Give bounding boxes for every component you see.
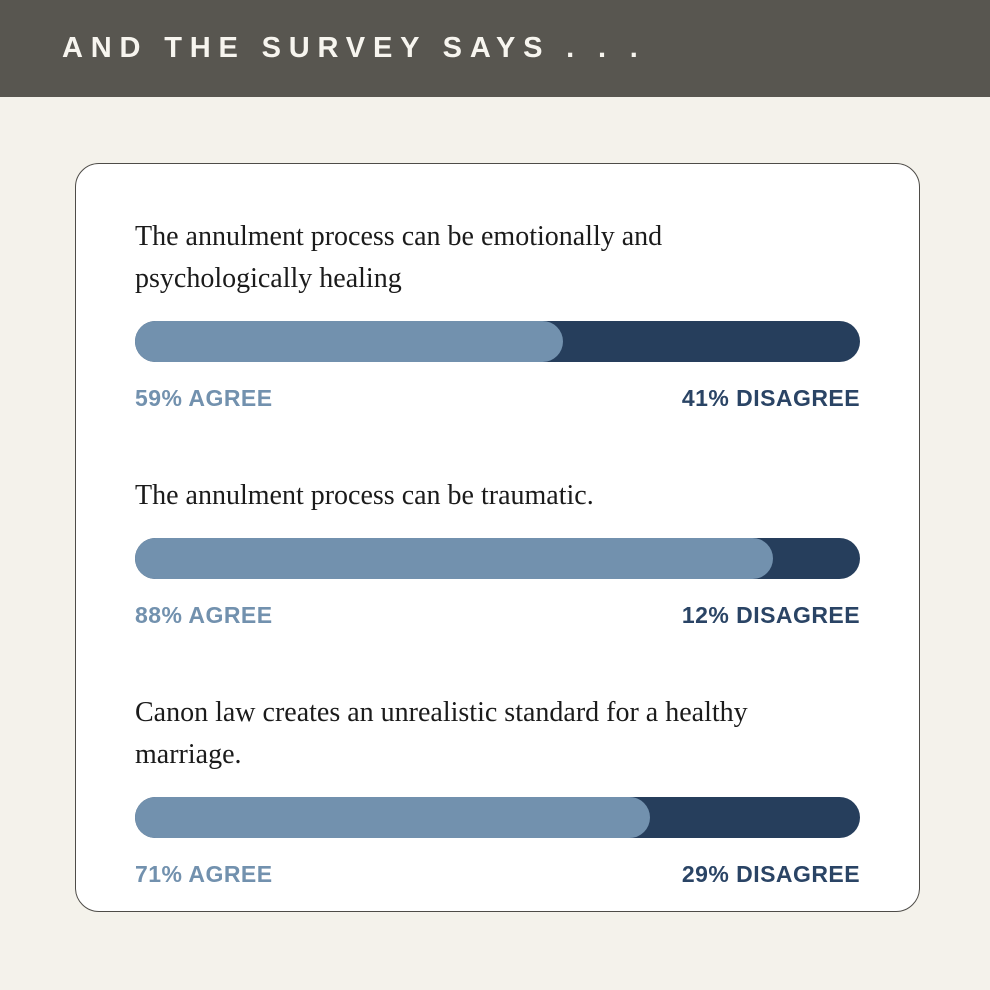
agree-label: 88% AGREE (135, 602, 273, 628)
bar-labels-row: 59% AGREE 41% DISAGREE (135, 385, 860, 412)
agree-bar-segment (135, 321, 563, 362)
survey-item-healing: The annulment process can be emotionally… (135, 216, 860, 412)
question-text: Canon law creates an unrealistic standar… (135, 697, 748, 770)
survey-item-canon-law: Canon law creates an unrealistic standar… (135, 692, 860, 888)
survey-results-card: The annulment process can be emotionally… (75, 163, 920, 912)
agree-bar-segment (135, 797, 650, 838)
disagree-label: 12% DISAGREE (681, 602, 860, 628)
disagree-label: 29% DISAGREE (681, 861, 860, 887)
header-banner: AND THE SURVEY SAYS . . . (0, 0, 990, 97)
agree-bar-segment (135, 538, 773, 579)
disagree-bar-track (135, 797, 860, 838)
question-text: The annulment process can be emotionally… (135, 221, 663, 294)
agree-label: 59% AGREE (135, 385, 273, 411)
survey-item-traumatic: The annulment process can be traumatic. … (135, 475, 860, 629)
agree-label: 71% AGREE (135, 861, 273, 887)
disagree-bar-track (135, 538, 860, 579)
bar-labels-row: 88% AGREE 12% DISAGREE (135, 602, 860, 629)
page-title: AND THE SURVEY SAYS . . . (62, 32, 646, 64)
disagree-bar-track (135, 321, 860, 362)
disagree-label: 41% DISAGREE (681, 385, 860, 411)
question-text: The annulment process can be traumatic. (135, 480, 594, 511)
bar-labels-row: 71% AGREE 29% DISAGREE (135, 861, 860, 888)
